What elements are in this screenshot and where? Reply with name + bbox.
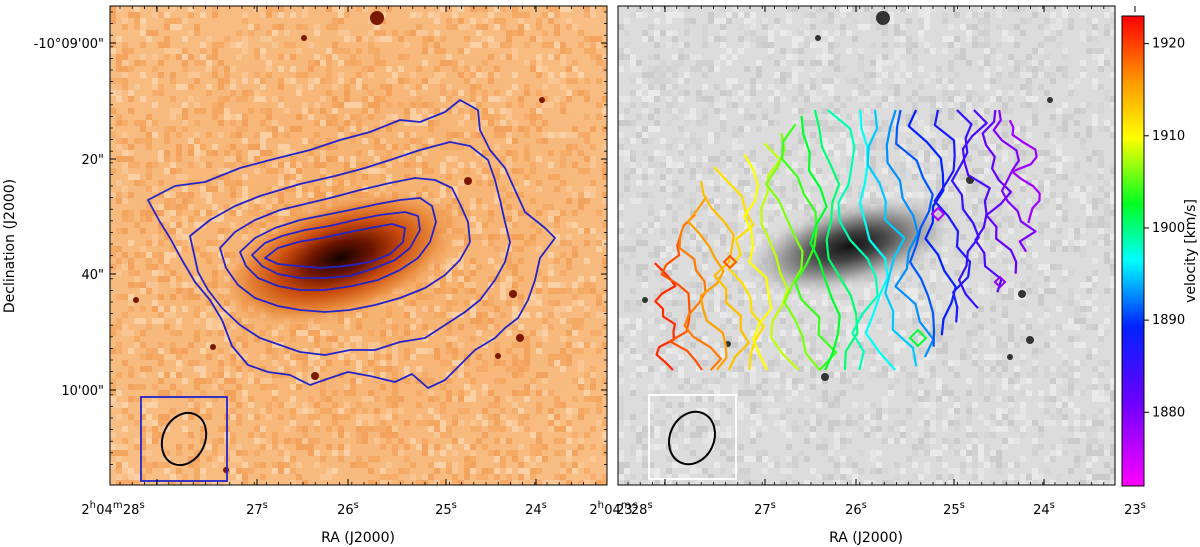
velocity-contour xyxy=(895,109,936,347)
star xyxy=(876,11,890,25)
right-ticks: 2h 04m 28s 27s 26s 25s 24s 23s xyxy=(589,6,1146,518)
x-tick-label: 27s xyxy=(754,500,776,518)
star xyxy=(301,35,307,41)
velocity-contour xyxy=(660,235,703,371)
left-beam-ellipse xyxy=(160,411,208,467)
star xyxy=(370,11,384,25)
right-panel: 2h 04m 28s 27s 26s 25s 24s 23s xyxy=(589,5,1146,518)
star xyxy=(509,290,517,298)
star xyxy=(516,334,524,342)
velocity-contour xyxy=(992,109,1037,253)
left-galaxy xyxy=(214,186,466,330)
y-tick-label: 40" xyxy=(81,268,104,283)
colorbar-tick-label: 1920 xyxy=(1152,37,1185,52)
colorbar-tick-label: 1890 xyxy=(1152,313,1185,328)
velocity-contour xyxy=(933,109,972,323)
left-contours xyxy=(147,99,556,389)
right-beam-ellipse xyxy=(668,410,716,466)
y-tick-label: 10'00" xyxy=(61,384,104,399)
intensity-contour xyxy=(264,223,406,269)
left-y-axis-label: Declination (J2000) xyxy=(2,179,18,313)
star xyxy=(815,35,821,41)
velocity-contour xyxy=(885,109,935,358)
velocity-contour-loop xyxy=(722,254,738,270)
star xyxy=(642,297,648,303)
velocity-contour-loop xyxy=(993,275,1007,289)
velocity-contour xyxy=(713,166,765,371)
velocity-contour xyxy=(826,109,879,371)
x-tick-label: 23s xyxy=(1124,500,1146,518)
x-tick-label: 26s xyxy=(845,500,867,518)
intensity-contour xyxy=(239,197,437,291)
star xyxy=(133,297,139,303)
left-x-axis-label: RA (J2000) xyxy=(321,530,395,546)
velocity-contour-loop xyxy=(908,328,928,348)
colorbar-label: velocity [km/s] xyxy=(1183,199,1199,303)
velocity-contour xyxy=(743,154,773,371)
y-tick-label: 20" xyxy=(81,153,104,168)
left-beam-box xyxy=(140,396,228,482)
colorbar-tick-label: 1880 xyxy=(1152,405,1185,420)
velocity-contour xyxy=(765,133,821,371)
left-stars xyxy=(133,11,545,502)
velocity-contour xyxy=(687,196,728,371)
velocity-contour xyxy=(700,180,750,371)
y-tick-label: -10°09'00" xyxy=(34,37,104,52)
intensity-contour xyxy=(219,177,471,313)
colorbar: 1880 1890 1900 1910 1920 velocity [km/s] xyxy=(1121,15,1199,487)
velocity-contour xyxy=(781,123,838,371)
x-tick-label: 23s xyxy=(616,500,638,518)
star xyxy=(210,344,216,350)
intensity-contour xyxy=(189,141,511,356)
star xyxy=(821,373,829,381)
velocity-contour xyxy=(907,109,957,336)
velocity-contour-loop xyxy=(930,206,946,222)
right-velocity-contours xyxy=(654,109,1041,371)
right-frame xyxy=(617,5,1116,486)
right-beam-box xyxy=(648,394,737,480)
colorbar-ticks: 1880 1890 1900 1910 1920 xyxy=(1144,37,1185,420)
x-tick-label: 27s xyxy=(246,500,268,518)
x-tick-label: 26s xyxy=(337,500,359,518)
velocity-contour xyxy=(800,115,841,371)
colorbar-tick-label: 1900 xyxy=(1152,221,1185,236)
star xyxy=(223,467,229,473)
left-frame xyxy=(109,5,608,486)
star xyxy=(1026,336,1034,344)
star xyxy=(660,490,670,500)
x-tick-label: 24s xyxy=(525,500,547,518)
star xyxy=(311,372,319,380)
intensity-contour xyxy=(251,211,421,279)
left-panel: 2h 04m 28s 27s 26s 25s 24s 23s -10°09'00… xyxy=(34,5,1115,518)
colorbar-tick-label: 1910 xyxy=(1152,129,1185,144)
velocity-contour xyxy=(866,109,918,367)
x-tick-label: 2h 04m 28s xyxy=(81,500,144,518)
star xyxy=(539,97,545,103)
velocity-contour xyxy=(1008,119,1041,224)
velocity-contour xyxy=(981,109,1018,274)
x-tick-label: 24s xyxy=(1033,500,1055,518)
star xyxy=(151,492,161,502)
right-x-axis-label: RA (J2000) xyxy=(829,530,903,546)
star xyxy=(464,177,472,185)
colorbar-gradient xyxy=(1121,15,1145,487)
star xyxy=(495,353,501,359)
intensity-contour xyxy=(147,99,556,389)
star xyxy=(1018,290,1026,298)
star xyxy=(1007,354,1013,360)
x-tick-label: 2h 04m 28s xyxy=(589,500,652,518)
x-tick-label: 25s xyxy=(435,500,457,518)
x-tick-label: 25s xyxy=(943,500,965,518)
star xyxy=(1047,97,1053,103)
velocity-contour xyxy=(961,109,1003,293)
